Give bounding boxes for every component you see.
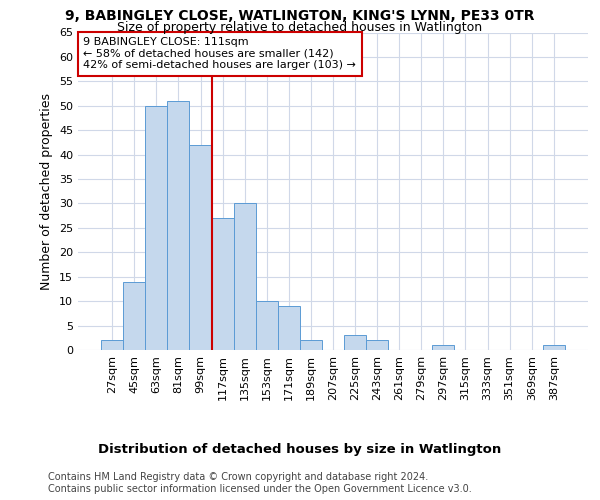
Text: Contains public sector information licensed under the Open Government Licence v3: Contains public sector information licen… bbox=[48, 484, 472, 494]
Bar bbox=[233, 204, 256, 350]
Text: Contains HM Land Registry data © Crown copyright and database right 2024.: Contains HM Land Registry data © Crown c… bbox=[48, 472, 428, 482]
Bar bbox=[300, 340, 322, 350]
Text: Size of property relative to detached houses in Watlington: Size of property relative to detached ho… bbox=[118, 22, 482, 35]
Bar bbox=[167, 101, 190, 350]
Text: Distribution of detached houses by size in Watlington: Distribution of detached houses by size … bbox=[98, 442, 502, 456]
Bar bbox=[433, 345, 454, 350]
Text: 9, BABINGLEY CLOSE, WATLINGTON, KING'S LYNN, PE33 0TR: 9, BABINGLEY CLOSE, WATLINGTON, KING'S L… bbox=[65, 9, 535, 23]
Bar bbox=[212, 218, 233, 350]
Bar bbox=[101, 340, 123, 350]
Text: 9 BABINGLEY CLOSE: 111sqm
← 58% of detached houses are smaller (142)
42% of semi: 9 BABINGLEY CLOSE: 111sqm ← 58% of detac… bbox=[83, 38, 356, 70]
Bar bbox=[344, 336, 366, 350]
Bar bbox=[256, 301, 278, 350]
Bar bbox=[190, 145, 212, 350]
Y-axis label: Number of detached properties: Number of detached properties bbox=[40, 93, 53, 290]
Bar bbox=[123, 282, 145, 350]
Bar bbox=[145, 106, 167, 350]
Bar bbox=[366, 340, 388, 350]
Bar bbox=[543, 345, 565, 350]
Bar bbox=[278, 306, 300, 350]
